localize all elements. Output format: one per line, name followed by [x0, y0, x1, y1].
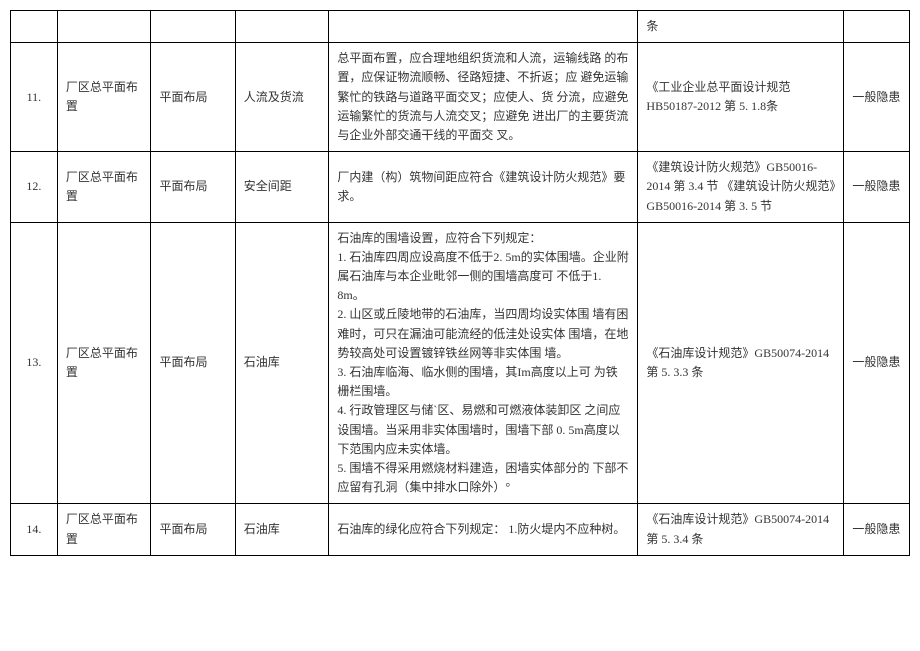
table-row: 12. 厂区总平面布置 平面布局 安全间距 厂内建（构）筑物间距应符合《建筑设计…: [11, 152, 910, 223]
table-body: 条 11. 厂区总平面布置 平面布局 人流及货流 总平面布置，应合理地组织货流和…: [11, 11, 910, 556]
cell-cat1: 平面布局: [151, 504, 235, 555]
regulations-table: 条 11. 厂区总平面布置 平面布局 人流及货流 总平面布置，应合理地组织货流和…: [10, 10, 910, 556]
cell-num: 13.: [11, 222, 58, 504]
cell-ref: 《石油库设计规范》GB50074-2014 第 5. 3.3 条: [638, 222, 844, 504]
cell-level: 一般隐患: [844, 152, 910, 223]
cell-ref: 《工业企业总平面设计规范HB50187-2012 第 5. 1.8条: [638, 43, 844, 152]
table-row: 条: [11, 11, 910, 43]
table-row: 13. 厂区总平面布置 平面布局 石油库 石油库的围墙设置，应符合下列规定： 1…: [11, 222, 910, 504]
cell-cat1: [151, 11, 235, 43]
cell-cat2: 人流及货流: [235, 43, 329, 152]
cell-desc: [329, 11, 638, 43]
cell-cat1: 平面布局: [151, 222, 235, 504]
cell-ref: 《建筑设计防火规范》GB50016-2014 第 3.4 节 《建筑设计防火规范…: [638, 152, 844, 223]
cell-level: 一般隐患: [844, 222, 910, 504]
cell-ref: 条: [638, 11, 844, 43]
cell-ref: 《石油库设计规范》GB50074-2014 第 5. 3.4 条: [638, 504, 844, 555]
cell-cat1: 平面布局: [151, 152, 235, 223]
cell-item: 厂区总平面布置: [57, 152, 151, 223]
cell-num: [11, 11, 58, 43]
table-row: 14. 厂区总平面布置 平面布局 石油库 石油库的绿化应符合下列规定： 1.防火…: [11, 504, 910, 555]
cell-num: 11.: [11, 43, 58, 152]
cell-desc: 厂内建（构）筑物间距应符合《建筑设计防火规范》要求。: [329, 152, 638, 223]
cell-cat1: 平面布局: [151, 43, 235, 152]
cell-level: [844, 11, 910, 43]
cell-num: 14.: [11, 504, 58, 555]
cell-desc: 石油库的围墙设置，应符合下列规定： 1. 石油库四周应设高度不低于2. 5m的实…: [329, 222, 638, 504]
cell-desc: 石油库的绿化应符合下列规定： 1.防火堤内不应种树。: [329, 504, 638, 555]
cell-item: 厂区总平面布置: [57, 222, 151, 504]
cell-cat2: 石油库: [235, 504, 329, 555]
cell-cat2: 石油库: [235, 222, 329, 504]
cell-level: 一般隐患: [844, 43, 910, 152]
cell-cat2: 安全间距: [235, 152, 329, 223]
cell-item: [57, 11, 151, 43]
cell-num: 12.: [11, 152, 58, 223]
cell-item: 厂区总平面布置: [57, 43, 151, 152]
table-row: 11. 厂区总平面布置 平面布局 人流及货流 总平面布置，应合理地组织货流和人流…: [11, 43, 910, 152]
cell-level: 一般隐患: [844, 504, 910, 555]
cell-desc: 总平面布置，应合理地组织货流和人流，运输线路 的布置，应保证物流顺畅、径路短捷、…: [329, 43, 638, 152]
cell-cat2: [235, 11, 329, 43]
cell-item: 厂区总平面布置: [57, 504, 151, 555]
